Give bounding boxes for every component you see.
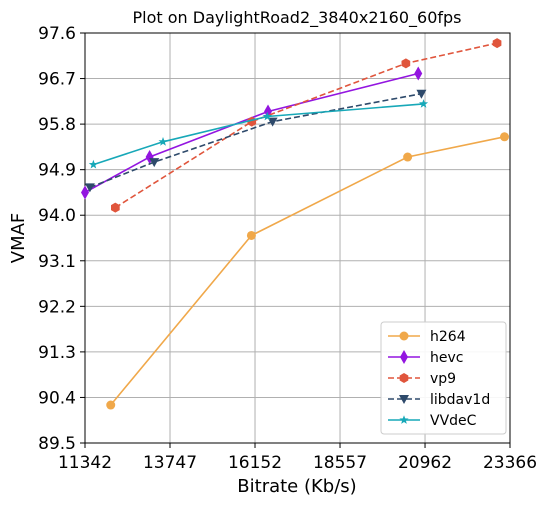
y-axis-label: VMAF (8, 213, 29, 264)
x-axis-label: Bitrate (Kb/s) (237, 476, 356, 497)
series-vvdec (88, 99, 429, 169)
data-point-vvdec (158, 137, 168, 146)
x-tick-label: 16152 (228, 453, 282, 473)
legend-box (380, 321, 507, 435)
series-line-vp9 (114, 42, 498, 209)
legend-label-libdav1d: libdav1d (430, 392, 490, 408)
data-point-libdav1d (149, 158, 160, 168)
series-line-libdav1d (89, 92, 422, 189)
series-line-hevc (84, 72, 419, 194)
x-tick-label: 23366 (483, 453, 537, 473)
x-tick-label: 11342 (58, 453, 112, 473)
data-point-libdav1d (84, 183, 95, 193)
y-tick-label: 91.3 (38, 343, 76, 363)
data-point-h264 (106, 400, 116, 410)
series-hevc (81, 66, 423, 200)
legend-marker-h264 (399, 331, 409, 341)
y-tick-label: 97.6 (38, 24, 76, 44)
series-line-h264 (110, 136, 505, 406)
legend: h264 hevc vp9 libdav1d VVdeC (380, 321, 507, 435)
data-point-vp9 (111, 202, 120, 213)
legend-marker-vp9 (399, 373, 409, 383)
x-axis-ticks: 11342 13747 16152 18557 20962 23366 (58, 443, 537, 473)
legend-label-vp9: vp9 (430, 371, 456, 387)
y-tick-label: 93.1 (38, 252, 76, 272)
y-tick-label: 95.8 (38, 115, 76, 135)
x-tick-label: 20962 (398, 453, 452, 473)
y-tick-label: 96.7 (38, 70, 76, 90)
data-point-hevc (81, 185, 89, 200)
series-h264 (106, 132, 509, 410)
y-axis-ticks: 89.5 90.4 91.3 92.2 93.1 94.0 94.9 95.8 96.7 97.6 (38, 24, 85, 454)
data-point-h264 (246, 230, 256, 240)
x-tick-label: 13747 (143, 453, 197, 473)
y-tick-label: 90.4 (38, 388, 76, 408)
series-libdav1d (84, 89, 427, 193)
chart-title: Plot on DaylightRoad2_3840x2160_60fps (132, 8, 461, 28)
legend-label-h264: h264 (430, 329, 466, 345)
data-point-libdav1d (416, 89, 427, 99)
data-point-vp9 (401, 58, 411, 69)
data-point-hevc (414, 66, 423, 81)
legend-marker-vvdec (399, 415, 409, 424)
data-point-h264 (403, 152, 413, 162)
data-point-h264 (499, 132, 509, 142)
data-point-vvdec (419, 99, 429, 108)
y-tick-label: 89.5 (38, 434, 76, 454)
series-vp9 (111, 38, 502, 213)
x-tick-label: 18557 (313, 453, 367, 473)
data-point-vp9 (492, 38, 502, 49)
data-point-vvdec (262, 111, 272, 121)
y-tick-label: 94.9 (38, 161, 76, 181)
y-tick-label: 92.2 (38, 297, 76, 317)
series-line-vvdec (93, 103, 424, 166)
legend-label-vvdec: VVdeC (430, 413, 477, 429)
legend-marker-libdav1d (399, 395, 409, 404)
legend-marker-hevc (400, 350, 408, 364)
series-group (81, 38, 509, 410)
plot-frame (84, 32, 511, 444)
y-tick-label: 94.0 (38, 206, 76, 226)
legend-label-hevc: hevc (430, 350, 463, 366)
data-point-libdav1d (267, 117, 278, 127)
data-point-vvdec (88, 159, 98, 169)
